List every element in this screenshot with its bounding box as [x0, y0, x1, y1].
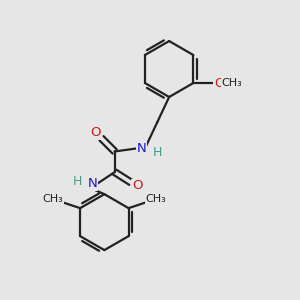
Text: CH₃: CH₃ [43, 194, 63, 204]
Text: O: O [214, 76, 224, 89]
Text: H: H [153, 146, 162, 159]
Text: N: N [136, 142, 146, 155]
Text: CH₃: CH₃ [145, 194, 166, 204]
Text: N: N [88, 177, 98, 190]
Text: CH₃: CH₃ [221, 78, 242, 88]
Text: H: H [73, 175, 83, 188]
Text: O: O [90, 126, 101, 140]
Text: O: O [132, 179, 142, 192]
